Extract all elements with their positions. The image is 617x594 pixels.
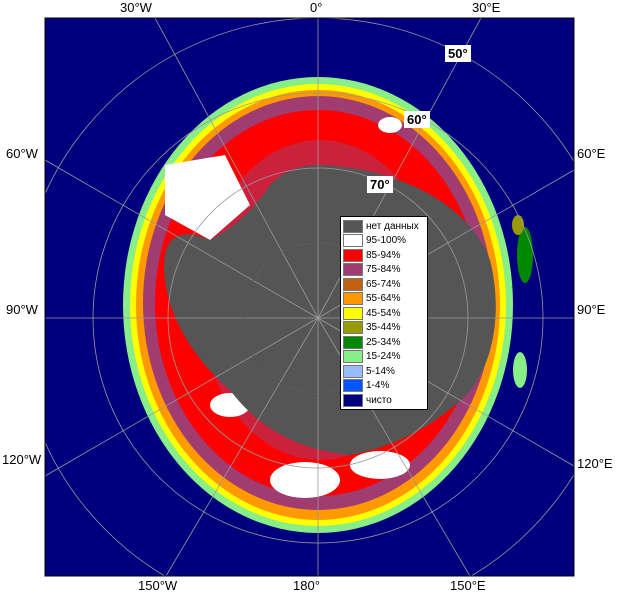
- legend-item: 95-100%: [343, 234, 425, 249]
- legend-item: 65-74%: [343, 277, 425, 292]
- legend-label: 5-14%: [366, 365, 395, 377]
- lon-label-180: 180°: [293, 578, 320, 593]
- legend-label: 35-44%: [366, 322, 401, 334]
- legend-item: 75-84%: [343, 263, 425, 278]
- legend-item: 55-64%: [343, 292, 425, 307]
- legend-swatch: [343, 379, 363, 393]
- lon-label-120w: 120°W: [2, 452, 42, 467]
- legend-label: 65-74%: [366, 278, 401, 290]
- legend-swatch: [343, 219, 363, 233]
- legend-item: нет данных: [343, 219, 425, 234]
- legend-label: нет данных: [366, 220, 419, 232]
- lon-label-150e: 150°E: [450, 578, 486, 593]
- lon-label-90e: 90°E: [577, 302, 606, 317]
- legend-item: 5-14%: [343, 364, 425, 379]
- legend-item: 85-94%: [343, 248, 425, 263]
- lon-label-60e: 60°E: [577, 146, 606, 161]
- legend-label: 95-100%: [366, 235, 407, 247]
- legend-label: 45-54%: [366, 307, 401, 319]
- legend-item: 15-24%: [343, 350, 425, 365]
- lon-label-150w: 150°W: [138, 578, 178, 593]
- legend-swatch: [343, 292, 363, 306]
- legend-item: чисто: [343, 393, 425, 408]
- lon-label-60w: 60°W: [6, 146, 38, 161]
- legend-item: 1-4%: [343, 379, 425, 394]
- legend-item: 45-54%: [343, 306, 425, 321]
- legend-item: 35-44%: [343, 321, 425, 336]
- lat-label-50: 50°: [445, 45, 471, 62]
- legend-label: 25-34%: [366, 336, 401, 348]
- legend: нет данных 95-100% 85-94% 75-84% 65-74% 55-64…: [340, 216, 428, 410]
- lat-label-60: 60°: [404, 111, 430, 128]
- lon-label-120e: 120°E: [577, 456, 613, 471]
- legend-swatch: [343, 263, 363, 277]
- legend-label: чисто: [366, 394, 392, 406]
- map-frame: [44, 17, 575, 577]
- lon-label-0: 0°: [310, 0, 323, 15]
- legend-swatch: [343, 364, 363, 378]
- lon-label-30w: 30°W: [120, 0, 152, 15]
- lat-label-70: 70°: [367, 176, 393, 193]
- legend-swatch: [343, 321, 363, 335]
- legend-label: 1-4%: [366, 380, 390, 392]
- legend-label: 15-24%: [366, 351, 401, 363]
- legend-swatch: [343, 350, 363, 364]
- legend-label: 55-64%: [366, 293, 401, 305]
- legend-swatch: [343, 393, 363, 407]
- legend-swatch: [343, 335, 363, 349]
- legend-label: 85-94%: [366, 249, 401, 261]
- legend-label: 75-84%: [366, 264, 401, 276]
- legend-swatch: [343, 277, 363, 291]
- legend-swatch: [343, 234, 363, 248]
- legend-swatch: [343, 306, 363, 320]
- lon-label-90w: 90°W: [6, 302, 38, 317]
- legend-swatch: [343, 248, 363, 262]
- lon-label-30e: 30°E: [472, 0, 501, 15]
- legend-item: 25-34%: [343, 335, 425, 350]
